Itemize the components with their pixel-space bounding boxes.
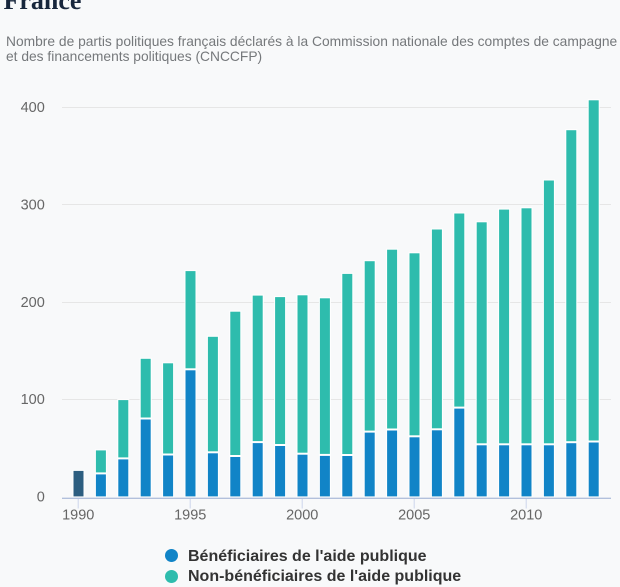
svg-text:1990: 1990	[62, 508, 94, 524]
svg-text:2000: 2000	[286, 508, 318, 524]
svg-text:300: 300	[21, 197, 45, 213]
svg-text:400: 400	[21, 100, 45, 116]
svg-text:200: 200	[21, 295, 45, 311]
svg-text:0: 0	[37, 490, 45, 506]
svg-text:2010: 2010	[510, 508, 542, 524]
svg-text:1995: 1995	[174, 508, 206, 524]
svg-text:2005: 2005	[398, 508, 430, 524]
svg-text:100: 100	[21, 392, 45, 408]
